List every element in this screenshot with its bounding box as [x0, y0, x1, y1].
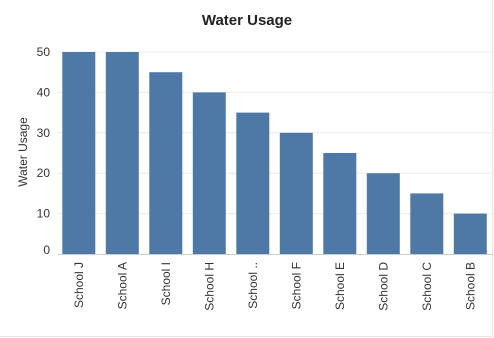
bar[interactable]	[62, 52, 96, 254]
bar[interactable]	[105, 52, 139, 254]
bar[interactable]	[323, 153, 357, 254]
y-tick-label: 50	[37, 45, 51, 59]
y-axis-label: Water Usage	[16, 117, 30, 187]
y-tick-label: 10	[37, 207, 51, 221]
bar[interactable]	[149, 72, 183, 254]
x-category-label: School ..	[246, 262, 260, 309]
x-category-label: School E	[333, 262, 347, 310]
bar[interactable]	[366, 173, 400, 254]
x-category-label: School C	[420, 262, 434, 311]
bars-layer	[62, 52, 487, 255]
y-tick-labels: 0 10 20 30 40 50	[37, 45, 51, 257]
x-category-label: School I	[159, 262, 173, 305]
x-category-label: School D	[376, 262, 390, 311]
x-category-label: School F	[289, 262, 303, 309]
y-tick-label: 0	[43, 243, 50, 257]
bar[interactable]	[192, 92, 226, 255]
x-category-label: School A	[115, 262, 129, 309]
bar[interactable]	[236, 112, 270, 254]
y-tick-label: 40	[37, 85, 51, 99]
x-category-label: School J	[72, 262, 86, 308]
chart-title: Water Usage	[201, 12, 293, 29]
x-category-label: School B	[463, 262, 477, 310]
x-category-labels: School J School A School I School H School .…	[72, 262, 477, 311]
bar[interactable]	[410, 193, 444, 254]
y-tick-label: 20	[37, 166, 51, 180]
y-tick-label: 30	[37, 126, 51, 140]
bar[interactable]	[453, 213, 487, 254]
bar[interactable]	[279, 132, 313, 254]
x-category-label: School H	[202, 262, 216, 311]
